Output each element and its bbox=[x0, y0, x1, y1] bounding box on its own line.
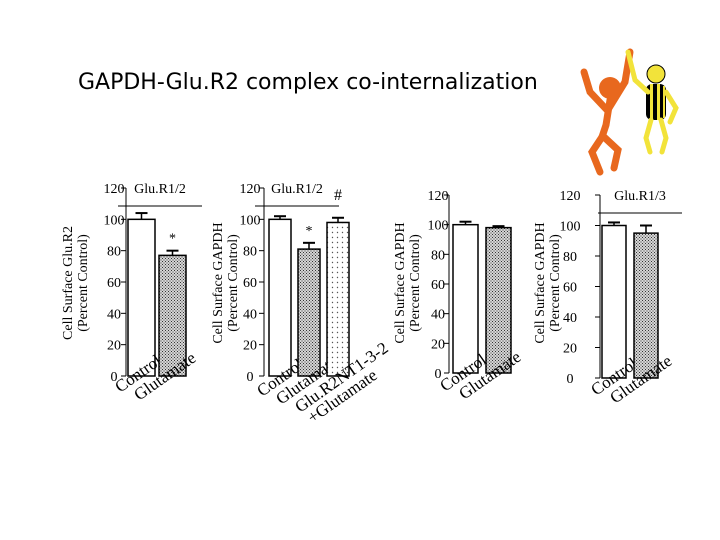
significance-mark: * bbox=[306, 224, 313, 239]
y-tick-label: 100 bbox=[240, 213, 261, 228]
y-tick-label: 40 bbox=[243, 307, 257, 322]
y-tick-label: 80 bbox=[107, 245, 121, 260]
y-tick-label: 0 bbox=[247, 370, 254, 385]
bar-1 bbox=[601, 224, 627, 379]
y-tick-label: 60 bbox=[431, 278, 445, 293]
y-axis-title: Cell Surface Glu.R2(Percent Control) bbox=[61, 226, 91, 340]
y-axis-title: Cell Surface GAPDH(Percent Control) bbox=[393, 222, 423, 343]
y-tick-label: 0 bbox=[567, 372, 574, 387]
chart-title: Glu.R1/2 bbox=[134, 182, 186, 197]
bar-2 bbox=[297, 248, 321, 377]
orange-dancer-figure bbox=[580, 48, 634, 176]
y-tick-label: 20 bbox=[563, 342, 577, 357]
bar-2 bbox=[633, 232, 659, 379]
y-tick-label: 100 bbox=[560, 220, 581, 235]
y-tick-label: 80 bbox=[243, 245, 257, 260]
y-tick-label: 120 bbox=[428, 189, 449, 204]
y-tick-label: 60 bbox=[107, 276, 121, 291]
y-tick-label: 100 bbox=[104, 213, 125, 228]
y-tick-label: 80 bbox=[563, 250, 577, 265]
bar-3 bbox=[326, 221, 350, 377]
bar-2 bbox=[485, 226, 512, 374]
y-tick-label: 100 bbox=[428, 219, 449, 234]
y-tick-label: 40 bbox=[563, 311, 577, 326]
y-tick-label: 40 bbox=[107, 307, 121, 322]
y-tick-label: 20 bbox=[243, 339, 257, 354]
chart-1: 0 20 40 60 80 100 120 Cell Surface Glu.R2(Perce… bbox=[61, 182, 202, 404]
y-axis-title: Cell Surface GAPDH(Percent Control) bbox=[211, 222, 241, 343]
y-tick-label: 60 bbox=[563, 281, 577, 296]
y-tick-label: 40 bbox=[431, 308, 445, 323]
bar-1 bbox=[268, 218, 292, 377]
bar-1 bbox=[127, 218, 156, 377]
y-axis-title: Cell Surface GAPDH(Percent Control) bbox=[533, 222, 563, 343]
slide-title: GAPDH-Glu.R2 complex co-internalization bbox=[78, 70, 538, 95]
bar-1 bbox=[452, 223, 479, 374]
y-tick-label: 0 bbox=[111, 370, 118, 385]
y-tick-label: 60 bbox=[243, 276, 257, 291]
y-tick-label: 120 bbox=[560, 189, 581, 204]
chart-4: 0 20 40 60 80 100 120 Cell Surface GAPDH(Percen… bbox=[533, 189, 682, 407]
y-tick-label: 20 bbox=[107, 339, 121, 354]
significance-mark: * bbox=[169, 232, 176, 247]
chart-2: 0 20 40 60 80 100 120 Cell Surface GAPDH(Percen… bbox=[211, 182, 392, 427]
y-tick-label: 0 bbox=[435, 367, 442, 382]
striped-dancer-figure bbox=[625, 49, 679, 155]
significance-mark: # bbox=[334, 187, 342, 204]
y-tick-label: 120 bbox=[104, 182, 125, 197]
y-tick-label: 80 bbox=[431, 248, 445, 263]
chart-title: Glu.R1/2 bbox=[271, 182, 323, 197]
y-tick-label: 120 bbox=[240, 182, 261, 197]
bar-2 bbox=[158, 254, 187, 377]
y-tick-label: 20 bbox=[431, 337, 445, 352]
chart-3: 0 20 40 60 80 100 120 Cell Surface GAPDH(Percen… bbox=[393, 189, 524, 403]
chart-title: Glu.R1/3 bbox=[614, 189, 666, 204]
